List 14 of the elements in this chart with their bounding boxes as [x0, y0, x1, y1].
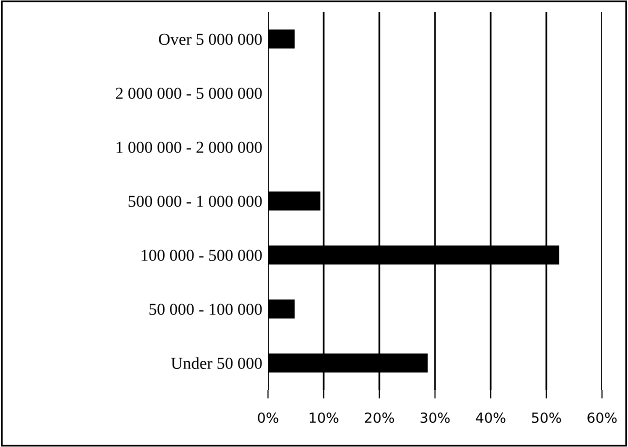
- y-tick-label: Under 50 000: [171, 357, 262, 369]
- x-tick-label: 60%: [588, 412, 617, 423]
- y-tick-label: 500 000 - 1 000 000: [128, 196, 262, 207]
- x-tick-label: 40%: [476, 412, 506, 423]
- x-tick-label: 0%: [258, 412, 278, 423]
- y-tick-label: Over 5 000 000: [158, 34, 262, 45]
- y-tick-label: 100 000 - 500 000: [142, 250, 262, 261]
- x-tick-label: 50%: [532, 412, 561, 423]
- x-tick-label: 10%: [310, 412, 338, 423]
- y-tick-label: 1 000 000 - 2 000 000: [116, 142, 262, 153]
- y-tick-label: 50 000 - 100 000: [150, 304, 262, 315]
- x-tick-label: 30%: [420, 412, 450, 423]
- y-tick-label: 2 000 000 - 5 000 000: [116, 88, 262, 99]
- x-tick-label: 20%: [364, 412, 394, 423]
